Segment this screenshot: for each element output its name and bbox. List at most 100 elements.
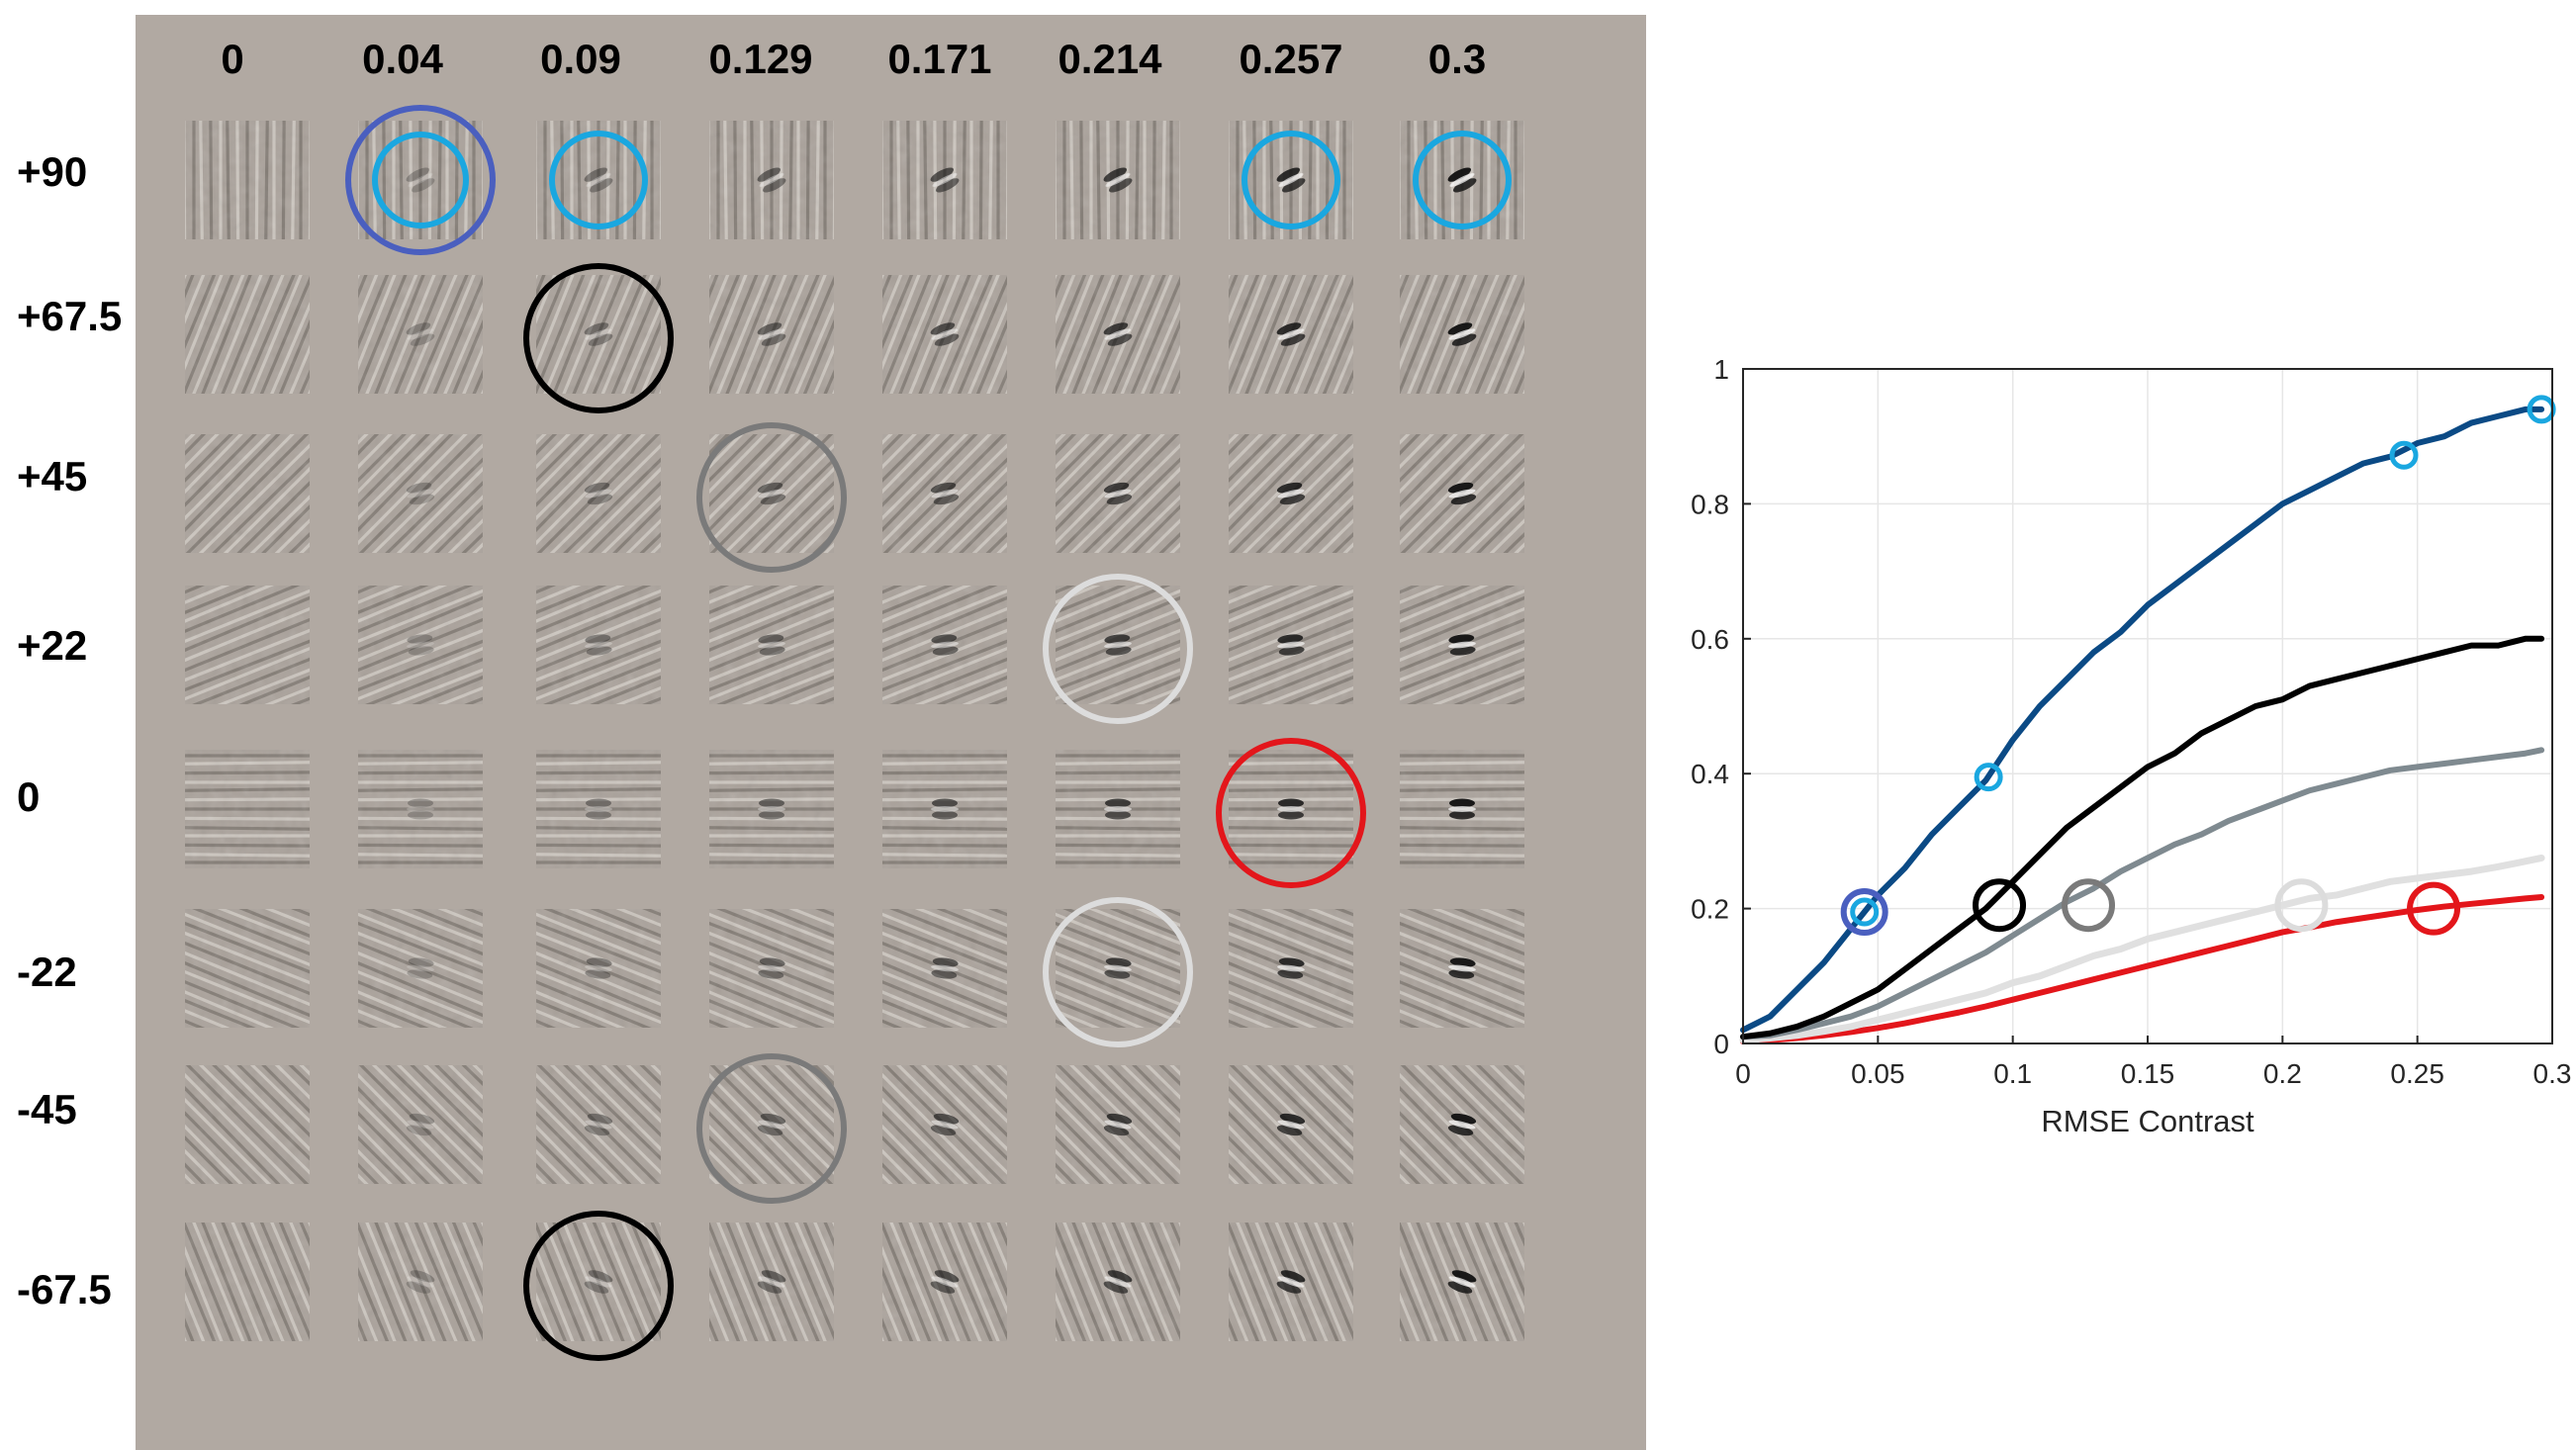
target-light-bar	[407, 806, 434, 812]
target-blob	[757, 167, 786, 193]
stimulus-patch	[1056, 1065, 1180, 1184]
target-light-bar	[1104, 806, 1132, 812]
patch-noise	[709, 1223, 834, 1341]
stimulus-patch	[536, 586, 661, 704]
target-dark-bar	[1447, 1281, 1473, 1294]
stimulus-patch	[358, 1065, 483, 1184]
y-tick-label: 0.4	[1691, 759, 1729, 789]
patch-noise	[358, 1223, 483, 1341]
y-axis-ticks: 0 0.2 0.4 0.6 0.8 1	[1691, 354, 1751, 1059]
target-blob	[1276, 322, 1306, 346]
patch-noise	[709, 434, 834, 553]
chart-marker	[1850, 897, 1880, 927]
target-dark-bar	[932, 957, 959, 967]
target-light-bar	[1449, 173, 1475, 187]
stimulus-patch	[882, 121, 1007, 239]
target-dark-bar	[411, 178, 435, 193]
stimulus-patch	[1056, 909, 1180, 1028]
target-dark-bar	[759, 798, 784, 808]
target-dark-bar	[930, 482, 957, 494]
target-dark-bar	[759, 810, 784, 820]
target-blob	[931, 798, 959, 820]
target-dark-bar	[585, 969, 611, 979]
y-tick-label: 1	[1713, 354, 1729, 385]
chart-marker	[2389, 440, 2419, 470]
patch-noise	[185, 1065, 310, 1184]
patch-noise	[709, 909, 834, 1028]
highlight-circle	[1043, 897, 1193, 1047]
series-line	[1740, 894, 2545, 1044]
target-blob	[584, 1113, 613, 1136]
target-dark-bar	[1278, 646, 1305, 656]
target-light-bar	[931, 806, 959, 812]
y-tick-label: 0	[1713, 1029, 1729, 1059]
grid-background	[136, 15, 1646, 1450]
target-dark-bar	[933, 1113, 960, 1125]
y-tick-label: 0.6	[1691, 624, 1729, 655]
patch-noise	[358, 1065, 483, 1184]
highlight-circle	[1413, 131, 1512, 229]
row-label: +45	[17, 453, 87, 499]
target-light-bar	[1448, 641, 1476, 649]
target-blob	[1277, 798, 1305, 820]
target-dark-bar	[1276, 167, 1301, 182]
stimulus-patch	[185, 1223, 310, 1341]
target-blob	[1276, 482, 1306, 505]
target-dark-bar	[584, 322, 609, 335]
target-blob	[1103, 1113, 1133, 1136]
target-blob	[930, 167, 960, 193]
target-light-bar	[407, 1276, 434, 1288]
x-tick-label: 0	[1735, 1058, 1751, 1089]
target-dark-bar	[409, 494, 435, 505]
stimulus-patch	[1229, 275, 1353, 394]
stimulus-patch	[358, 275, 483, 394]
series-line	[1739, 854, 2545, 1044]
target-dark-bar	[760, 494, 786, 505]
highlight-circle	[1043, 574, 1193, 724]
patch-noise	[185, 434, 310, 553]
stimulus-patch	[1056, 1223, 1180, 1341]
target-blob	[406, 1113, 435, 1136]
target-blob	[1276, 167, 1306, 193]
target-dark-bar	[1277, 969, 1304, 979]
target-blob	[406, 322, 435, 346]
stimulus-patch	[1056, 434, 1180, 553]
stimulus-patch	[185, 586, 310, 704]
target-dark-bar	[935, 178, 960, 193]
chart-marker	[2407, 881, 2461, 936]
target-blob	[757, 1270, 786, 1294]
stimulus-patch	[185, 909, 310, 1028]
target-blob	[1103, 482, 1133, 505]
target-dark-bar	[1278, 798, 1304, 808]
target-dark-bar	[757, 1281, 782, 1294]
highlight-circle	[696, 1053, 847, 1204]
target-light-bar	[1105, 173, 1131, 187]
stimulus-patch	[882, 750, 1007, 868]
patch-noise	[709, 750, 834, 868]
patch-noise	[185, 909, 310, 1028]
chart-marker	[1840, 888, 1888, 937]
target-blob	[1104, 957, 1132, 979]
patch-noise	[882, 750, 1007, 868]
stimulus-patch	[185, 121, 310, 239]
patch-noise	[536, 434, 661, 553]
x-tick-label: 0.3	[2533, 1058, 2572, 1089]
target-light-bar	[1448, 328, 1476, 340]
stimulus-patch	[882, 586, 1007, 704]
target-blob	[757, 1113, 786, 1136]
patch-noise	[709, 1065, 834, 1184]
target-dark-bar	[932, 810, 958, 820]
target-light-bar	[931, 1276, 959, 1288]
target-light-bar	[1277, 806, 1305, 812]
stimulus-patch	[1229, 909, 1353, 1028]
patch-noise	[709, 275, 834, 394]
stimulus-patch	[1229, 586, 1353, 704]
target-light-bar	[1104, 641, 1132, 649]
target-blob	[406, 167, 435, 193]
stimulus-patch	[536, 909, 661, 1028]
target-blob	[1447, 1113, 1477, 1136]
target-light-bar	[1277, 1120, 1305, 1130]
stimulus-patch	[536, 750, 661, 868]
stimulus-patch	[1056, 750, 1180, 868]
target-blob	[930, 1113, 960, 1136]
